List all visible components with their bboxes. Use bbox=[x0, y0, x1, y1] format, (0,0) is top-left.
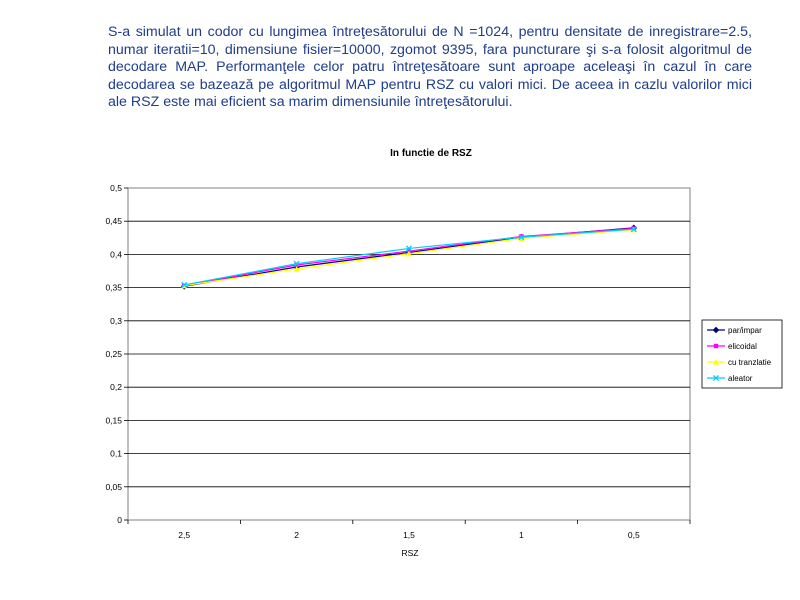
y-tick-label: 0,5 bbox=[110, 183, 122, 193]
y-tick-label: 0,25 bbox=[105, 349, 122, 359]
x-marker-stroke bbox=[518, 234, 525, 241]
data-point bbox=[630, 226, 637, 233]
x-marker-stroke bbox=[405, 245, 413, 252]
data-point bbox=[406, 250, 412, 257]
legend-label: cu tranzlatie bbox=[728, 358, 772, 367]
legend-entry: elicoidal bbox=[707, 342, 757, 351]
legend-entry: aleator bbox=[707, 374, 753, 383]
y-tick-label: 0,35 bbox=[105, 283, 122, 293]
chart-title: In functie de RSZ bbox=[390, 148, 472, 159]
y-tick-label: 0 bbox=[117, 515, 122, 525]
x-tick-label: 0,5 bbox=[628, 530, 640, 540]
x-axis-ticks: 2,5 2 1,5 1 0,5 bbox=[127, 520, 691, 540]
data-point bbox=[294, 262, 299, 268]
y-tick-label: 0,05 bbox=[105, 482, 122, 492]
legend-marker bbox=[712, 374, 720, 382]
legend-marker bbox=[712, 326, 720, 334]
x-marker-stroke bbox=[712, 374, 720, 382]
legend-entry: cu tranzlatie bbox=[707, 358, 772, 367]
y-tick-label: 0,1 bbox=[110, 449, 122, 459]
legend-entry: par/impar bbox=[707, 326, 762, 335]
y-axis-ticks: 0 0,05 0,1 0,15 0,2 0,25 0,3 0,35 0,4 0,45 0,5 bbox=[105, 183, 128, 525]
data-point bbox=[293, 266, 300, 272]
y-tick-label: 0,3 bbox=[110, 316, 122, 326]
series-3 bbox=[181, 226, 637, 289]
data-point bbox=[181, 281, 188, 289]
legend-marker bbox=[713, 343, 719, 349]
series-layer bbox=[180, 224, 638, 290]
legend-label: elicoidal bbox=[728, 342, 757, 351]
y-tick-label: 0,45 bbox=[105, 216, 122, 226]
x-tick-label: 2 bbox=[294, 530, 299, 540]
x-marker-stroke bbox=[293, 260, 300, 267]
description-paragraph: S-a simulat un codor cu lungimea întreţe… bbox=[108, 24, 752, 111]
legend-label: par/impar bbox=[728, 326, 762, 335]
legend: par/impar elicoidal cu tranzlatie aleator bbox=[707, 326, 772, 383]
data-point bbox=[518, 234, 525, 241]
data-point bbox=[405, 245, 413, 252]
data-point bbox=[293, 260, 300, 267]
x-marker-stroke bbox=[181, 281, 188, 289]
y-tick-label: 0,15 bbox=[105, 415, 122, 425]
legend-label: aleator bbox=[728, 374, 753, 383]
x-axis-label: RSZ bbox=[402, 548, 419, 558]
y-tick-label: 0,2 bbox=[110, 382, 122, 392]
data-point bbox=[518, 235, 525, 242]
y-tick-label: 0,4 bbox=[110, 249, 122, 259]
x-tick-label: 2,5 bbox=[178, 530, 190, 540]
x-tick-label: 1,5 bbox=[403, 530, 415, 540]
legend-marker bbox=[713, 359, 719, 365]
x-marker-stroke bbox=[630, 226, 637, 233]
x-tick-label: 1 bbox=[519, 530, 524, 540]
